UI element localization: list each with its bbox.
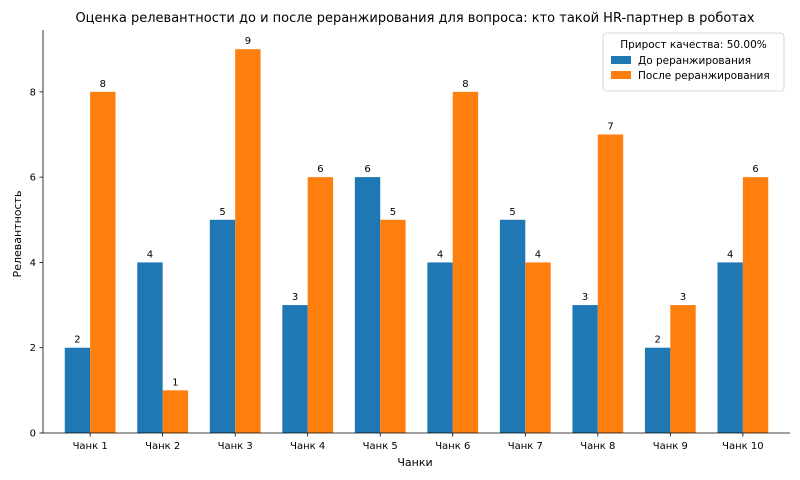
legend-swatch-before	[611, 56, 631, 64]
x-tick-label-9: Чанк 9	[653, 441, 688, 452]
legend-label-after: После реранжирования	[638, 70, 770, 82]
bar-before-3	[209, 219, 236, 433]
plot-area: 2 4 5 3 6 4 5 3 2 4 8 1 9 6 5 8 4 7 3 6 0 2 4 6 8 Чанк 1 Чанк 2 Чан…	[30, 30, 790, 452]
bar-before-7	[499, 219, 526, 433]
x-tick-label-5: Чанк 5	[363, 441, 398, 452]
bar-after-8	[597, 134, 624, 434]
bar-after-6	[452, 91, 479, 433]
x-tick-label-6: Чанк 6	[435, 441, 470, 452]
y-tick-label-2: 2	[30, 343, 36, 354]
bar-label-before-7: 5	[509, 207, 515, 218]
x-tick-label-3: Чанк 3	[218, 441, 253, 452]
bar-after-9	[670, 305, 696, 433]
bar-after-7	[525, 262, 551, 433]
bar-before-2	[137, 262, 163, 433]
bar-label-after-4: 6	[317, 164, 323, 175]
bar-label-before-9: 2	[654, 335, 660, 346]
bar-label-before-10: 4	[727, 249, 733, 260]
legend: Прирост качества: 50.00% До реранжировани…	[602, 32, 785, 92]
bar-after-1	[90, 91, 116, 433]
bar-after-5	[380, 219, 406, 433]
y-tick-label-4: 4	[30, 258, 36, 269]
bar-label-before-2: 4	[147, 249, 153, 260]
bar-label-before-1: 2	[74, 335, 80, 346]
legend-swatch-after	[611, 71, 631, 79]
y-tick-label-0: 0	[30, 429, 36, 440]
bar-label-before-5: 6	[364, 164, 370, 175]
bar-label-before-6: 4	[437, 249, 443, 260]
x-tick-label-8: Чанк 8	[580, 441, 615, 452]
bar-before-6	[427, 262, 453, 433]
bar-label-after-1: 8	[100, 79, 106, 90]
bar-label-after-9: 3	[680, 292, 686, 303]
bar-label-after-7: 4	[535, 249, 541, 260]
bar-before-10	[717, 262, 743, 433]
bar-after-4	[307, 177, 334, 433]
bar-label-before-4: 3	[292, 292, 298, 303]
bar-label-after-2: 1	[172, 377, 178, 388]
bar-before-8	[572, 305, 598, 433]
chart-title: Оценка релевантности до и после реранжир…	[75, 11, 754, 26]
bar-before-9	[644, 347, 671, 433]
y-tick-label-6: 6	[30, 173, 36, 184]
bar-label-after-6: 8	[462, 79, 468, 90]
x-tick-label-1: Чанк 1	[73, 441, 108, 452]
legend-title: Прирост качества: 50.00%	[620, 39, 767, 51]
x-tick-label-2: Чанк 2	[145, 441, 180, 452]
x-tick-label-7: Чанк 7	[508, 441, 543, 452]
x-tick-label-10: Чанк 10	[722, 441, 763, 452]
bar-after-3	[235, 49, 261, 433]
bar-label-after-8: 7	[607, 121, 613, 132]
bar-label-after-10: 6	[752, 164, 758, 175]
bar-label-after-5: 5	[390, 207, 396, 218]
bar-label-before-8: 3	[582, 292, 588, 303]
bar-label-before-3: 5	[219, 207, 225, 218]
y-axis-label: Релевантность	[11, 191, 24, 278]
bar-after-10	[742, 177, 769, 433]
x-tick-label-4: Чанк 4	[290, 441, 325, 452]
bar-after-2	[162, 390, 189, 433]
bar-label-after-3: 9	[245, 36, 251, 47]
bar-before-5	[354, 177, 381, 433]
x-axis-label: Чанки	[397, 456, 432, 469]
legend-label-before: До реранжирования	[638, 55, 751, 67]
y-tick-label-8: 8	[30, 87, 36, 98]
bar-before-4	[282, 305, 308, 433]
legend-box	[602, 32, 785, 92]
bar-before-1	[64, 347, 91, 433]
